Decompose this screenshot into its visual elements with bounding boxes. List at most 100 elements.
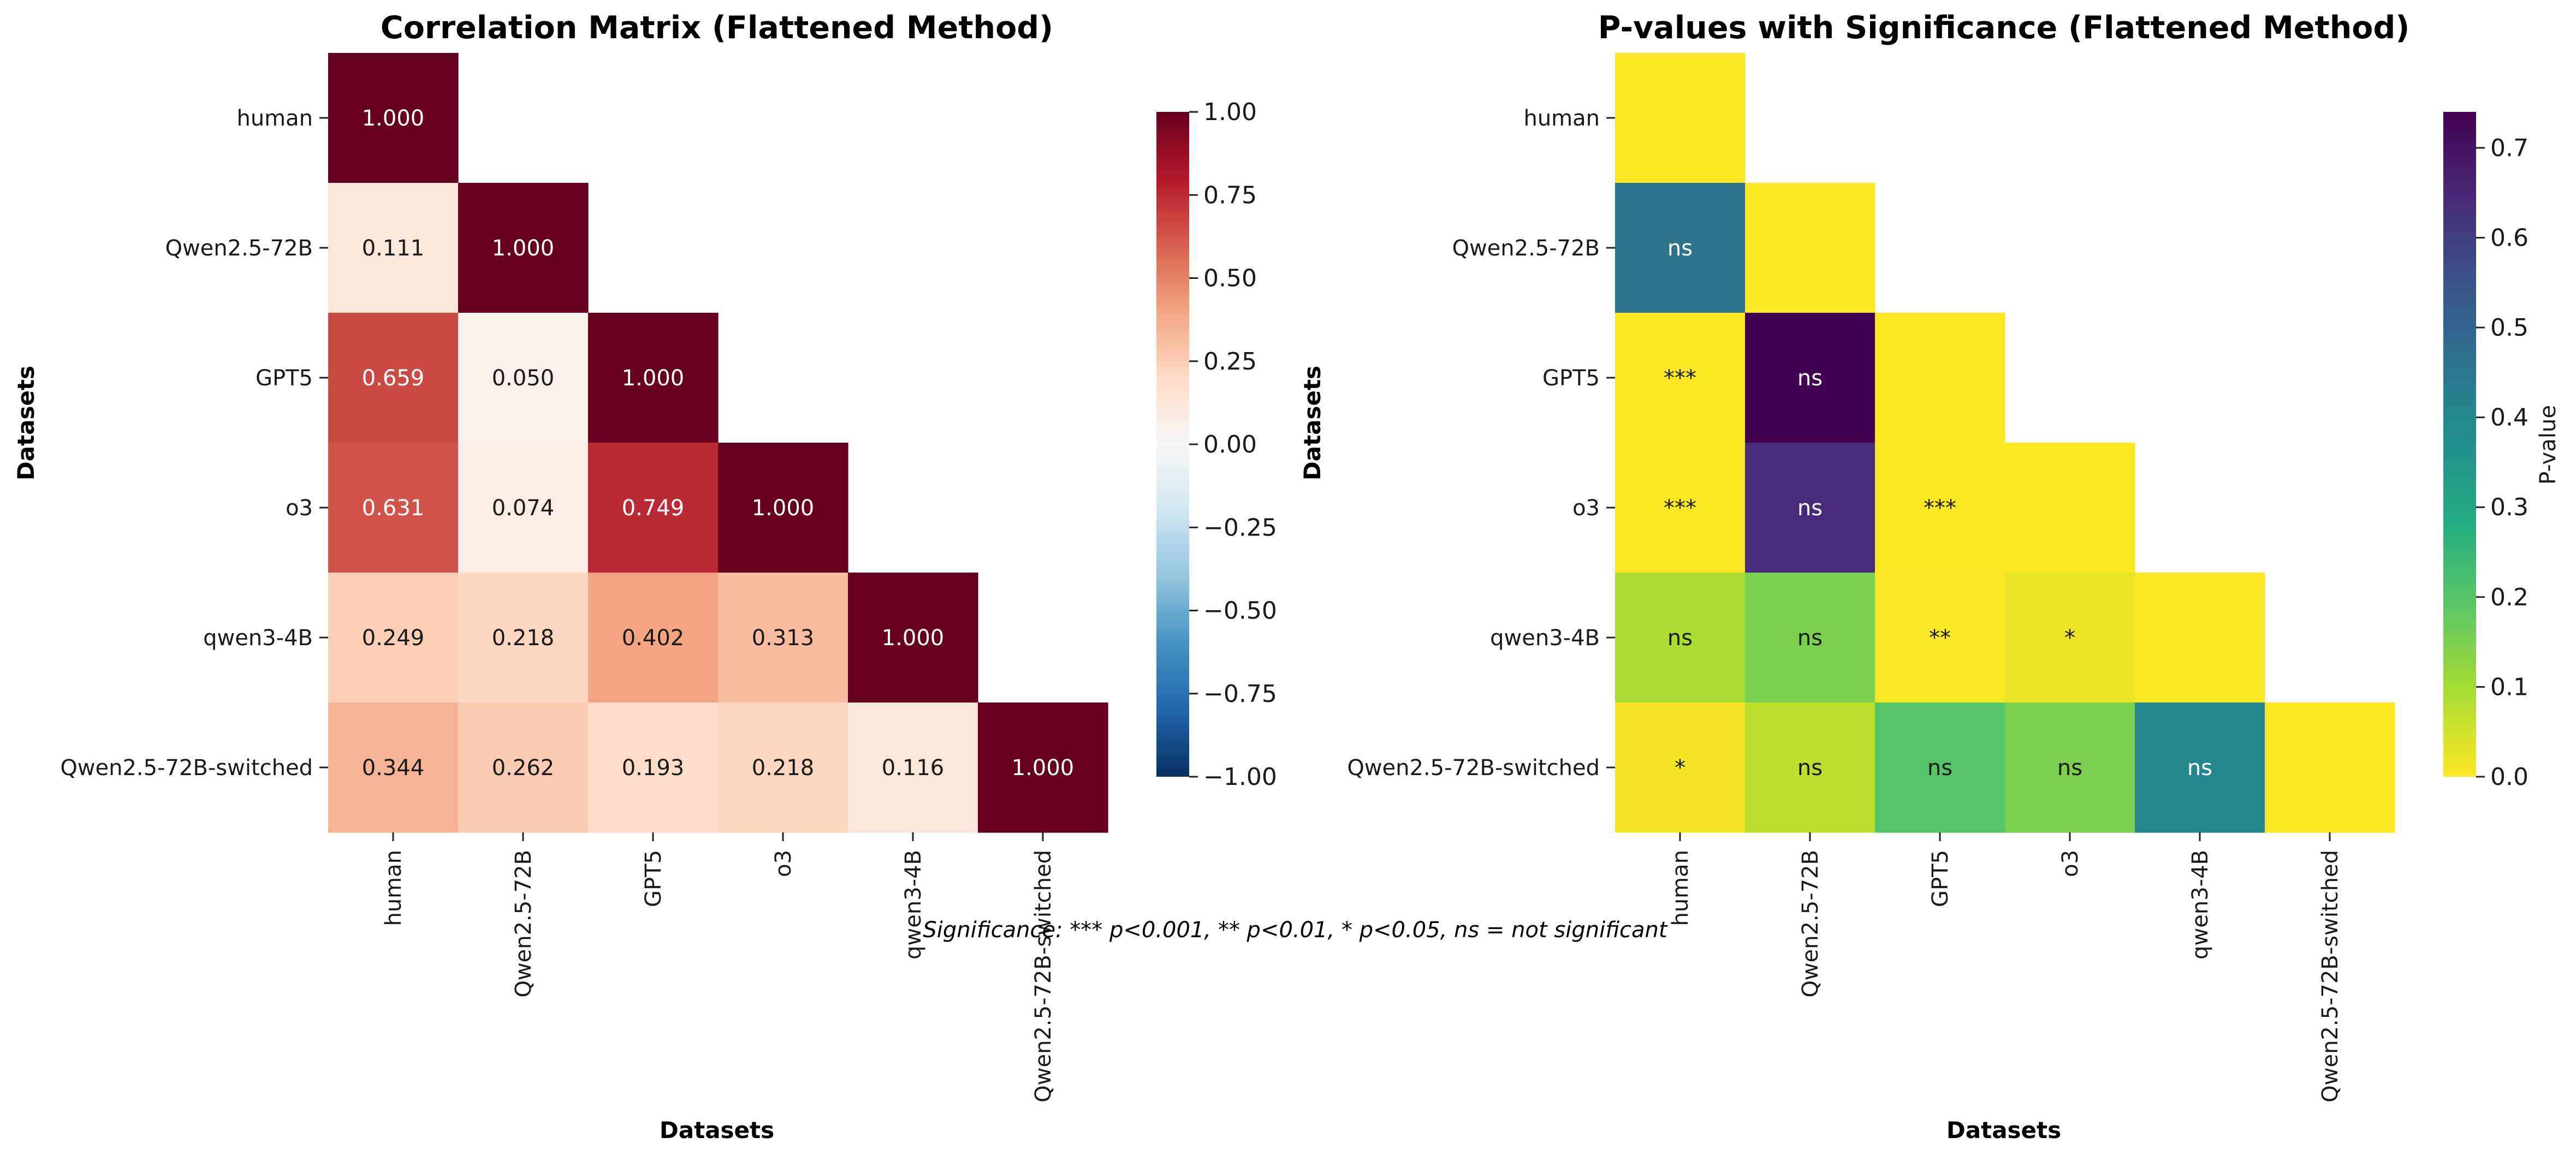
colorbar-tick-label: 0.25 [1203,348,1257,376]
y-tick-label: Qwen2.5-72B [1452,236,1600,261]
heatmap-cell [1745,573,1875,703]
cell-value-label: * [2064,626,2075,651]
heatmap-cell [1615,183,1746,313]
x-tick-label: Qwen2.5-72B-switched [2318,850,2343,1103]
cell-value-label: ns [1797,366,1823,391]
heatmap-cell [718,443,848,573]
colorbar-tick-label: 0.50 [1203,265,1257,293]
cell-value-label: ns [1667,626,1693,651]
colorbar-ticks: 1.00 0.75 0.50 0.25 0.00 −0.25 −0.50 −0.75 −1.00 [1189,98,1277,791]
heatmap-cell [1745,702,1875,833]
heatmap-cell [1615,53,1746,183]
x-tick-labels: human Qwen2.5-72B GPT5 o3 qwen3-4B Qwen2.5-72… [1668,832,2343,1103]
cell-value-label: 0.749 [622,496,685,521]
y-axis-title: Datasets [1299,366,1326,480]
heatmap-cell [1615,702,1746,833]
heatmap-cell [2265,702,2395,833]
cell-value-label: 0.111 [362,236,425,261]
heatmap-cell [1875,313,2005,443]
cell-value-label: *** [1924,496,1956,521]
colorbar-tick-label: 0.7 [2490,134,2528,162]
cell-value-label: 0.116 [882,755,945,781]
y-tick-label: Qwen2.5-72B [165,236,313,261]
heatmap-cell [588,573,719,703]
x-tick-label: human [381,850,406,926]
y-tick-label: Qwen2.5-72B-switched [1347,755,1600,781]
colorbar-tick-label: 0.0 [2490,763,2528,791]
colorbar-gradient [2443,112,2476,777]
colorbar-ticks: 0.7 0.6 0.5 0.4 0.3 0.2 0.1 0.0 [2476,134,2528,791]
x-tick-label: Qwen2.5-72B [1798,850,1823,998]
heatmap-cell [2005,702,2135,833]
heatmap-cell [328,183,459,313]
heatmap-cell [328,573,459,703]
colorbar-tick-label: −0.75 [1203,680,1277,708]
colorbar-tick-label: −0.25 [1203,514,1277,541]
heatmap-cell [2135,573,2265,703]
colorbar-tick-label: −0.50 [1203,597,1277,625]
heatmap-cell [328,313,459,443]
x-axis-title: Datasets [660,1117,774,1144]
x-tick-label: o3 [771,850,796,877]
significance-footnote: Significance: *** p<0.001, ** p<0.01, * … [923,918,1668,943]
colorbar-tick-label: 0.2 [2490,584,2528,611]
heatmap-cell [328,702,459,833]
cell-value-label: 0.218 [752,755,815,781]
heatmap-cells [328,53,1108,833]
colorbar-tick-label: 0.3 [2490,493,2528,521]
y-tick-label: human [1523,106,1600,131]
cell-value-label: 0.249 [362,626,425,651]
colorbar-tick-label: 0.6 [2490,224,2528,252]
heatmap-cell [1615,313,1746,443]
cell-value-label: ** [1929,626,1951,651]
heatmap-cell [1875,443,2005,573]
heatmap-cell [458,702,589,833]
heatmap-cell [1615,573,1746,703]
cell-value-label: * [1675,755,1685,781]
y-tick-labels: human Qwen2.5-72B GPT5 o3 qwen3-4B Qwen2.5-72… [1347,106,1615,781]
heatmap-cells [1615,53,2395,833]
cell-value-label: 0.631 [362,496,425,521]
heatmap-cell [1745,313,1875,443]
x-tick-label: human [1668,850,1693,926]
heatmap-cell [1875,702,2005,833]
colorbar-tick-label: 1.00 [1203,98,1257,126]
y-axis-title: Datasets [13,366,39,480]
heatmap-cell [1745,183,1875,313]
cell-value-label: 0.344 [362,755,425,781]
y-tick-label: Qwen2.5-72B-switched [60,755,313,781]
cell-value-label: 1.000 [1012,755,1075,781]
x-tick-label: qwen3-4B [901,850,926,960]
y-tick-label: GPT5 [256,366,313,391]
heatmap-cell [588,313,719,443]
cell-value-label: 0.193 [622,755,685,781]
x-tick-label: Qwen2.5-72B [511,850,536,998]
cell-value-label: ns [2057,755,2082,781]
heatmap-cell [588,443,719,573]
x-tick-labels: human Qwen2.5-72B GPT5 o3 qwen3-4B Qwen2.5-72… [381,832,1056,1103]
heatmap-cell [328,443,459,573]
colorbar: 0.7 0.6 0.5 0.4 0.3 0.2 0.1 0.0 P-value [2443,112,2561,791]
cell-value-label: 0.402 [622,626,685,651]
x-tick-label: GPT5 [641,850,666,907]
cell-value-label: 0.074 [492,496,555,521]
cell-value-label: ns [1927,755,1952,781]
chart-title: Correlation Matrix (Flattened Method) [381,10,1053,46]
cell-value-label: 0.262 [492,755,555,781]
heatmap-cell [978,702,1108,833]
heatmap-cell [1745,443,1875,573]
heatmap-cell [718,702,848,833]
colorbar-tick-label: −1.00 [1203,763,1277,791]
cell-value-label: 1.000 [882,626,945,651]
colorbar-tick-label: 0.1 [2490,673,2528,701]
heatmap-cell [718,573,848,703]
y-tick-label: human [236,106,313,131]
x-axis-title: Datasets [1946,1117,2061,1144]
y-tick-labels: human Qwen2.5-72B GPT5 o3 qwen3-4B Qwen2.5-72… [60,106,328,781]
heatmap-cell [1875,573,2005,703]
x-tick-label: GPT5 [1928,850,1953,907]
cell-value-label: ns [2187,755,2212,781]
heatmap-cell [2005,573,2135,703]
y-tick-label: o3 [286,496,313,521]
